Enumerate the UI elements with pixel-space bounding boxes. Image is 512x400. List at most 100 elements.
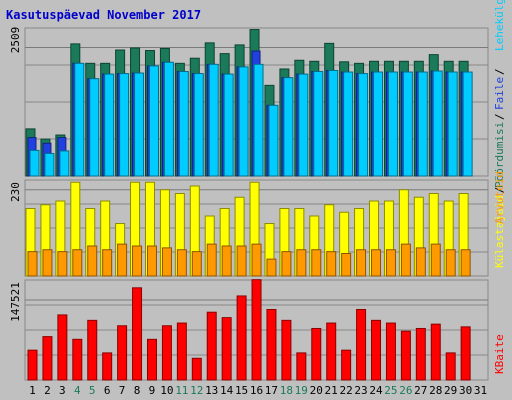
- bar: [57, 251, 68, 277]
- bar: [236, 245, 247, 277]
- bar: [104, 73, 115, 177]
- bar: [341, 253, 352, 277]
- bar: [296, 352, 307, 381]
- bar: [221, 317, 232, 381]
- bar: [178, 71, 189, 177]
- legend-separator: /: [493, 68, 506, 75]
- bar: [328, 70, 339, 177]
- bar: [387, 71, 398, 177]
- bar: [445, 249, 456, 277]
- bar: [311, 249, 322, 277]
- bar: [146, 338, 157, 381]
- bar: [266, 309, 277, 381]
- x-tick-label: 16: [250, 384, 263, 397]
- bar: [163, 61, 174, 177]
- x-tick-label: 25: [384, 384, 397, 397]
- bar: [27, 251, 38, 277]
- bar: [253, 63, 264, 177]
- bar: [373, 71, 384, 177]
- bar: [311, 327, 322, 381]
- bar: [385, 322, 396, 381]
- x-tick-label: 21: [325, 384, 338, 397]
- legend-label: KBaite: [493, 334, 506, 374]
- x-tick-label: 23: [354, 384, 367, 397]
- x-tick-label: 18: [280, 384, 293, 397]
- bar: [87, 319, 98, 381]
- bar: [42, 249, 53, 277]
- bar: [432, 70, 443, 177]
- x-tick-label: 4: [74, 384, 81, 397]
- bottom-panel: 147521 KBaite: [9, 279, 506, 381]
- bar: [146, 245, 157, 277]
- top-panel: 2509 Pöördumisi / Faile / Lehekülgi: [9, 0, 506, 188]
- bar: [193, 73, 204, 177]
- bar: [132, 287, 143, 381]
- x-tick-label: 31: [474, 384, 487, 397]
- series-arvuteid: [27, 243, 471, 277]
- x-tick-label: 20: [310, 384, 323, 397]
- x-tick-label: 27: [414, 384, 427, 397]
- bar: [400, 243, 411, 277]
- bar: [371, 319, 382, 381]
- bar: [268, 104, 279, 177]
- y-tick-label: 147521: [9, 282, 22, 322]
- bar: [296, 249, 307, 277]
- x-tick-label: 29: [444, 384, 457, 397]
- bar: [343, 71, 354, 177]
- legend-label: Pöördumisi: [493, 122, 506, 188]
- bar: [72, 249, 83, 277]
- x-axis-ticks: 1 2 3 4 5 6 7 8 9 10 11 12 13 14 15 16 17 18 19 20 21 22 23 24 2…: [29, 384, 487, 397]
- bar: [134, 72, 145, 177]
- bar: [281, 251, 292, 277]
- bar: [281, 319, 292, 381]
- x-tick-label: 19: [295, 384, 308, 397]
- series-lehekülgi: [29, 61, 473, 177]
- x-tick-label: 9: [149, 384, 156, 397]
- bar: [447, 71, 458, 177]
- bar: [191, 357, 202, 381]
- bar: [460, 326, 471, 381]
- bar: [117, 243, 128, 277]
- x-tick-label: 6: [104, 384, 111, 397]
- bar: [117, 325, 128, 381]
- bar: [460, 249, 471, 277]
- x-tick-label: 3: [59, 384, 66, 397]
- bar: [223, 73, 234, 177]
- x-tick-label: 30: [459, 384, 472, 397]
- x-tick-label: 17: [265, 384, 278, 397]
- bar: [176, 249, 187, 277]
- bar: [72, 338, 83, 381]
- bar: [161, 247, 172, 277]
- bar: [356, 249, 367, 277]
- bar: [42, 336, 53, 381]
- legend-label: Külastajaid: [493, 195, 506, 268]
- x-tick-label: 11: [175, 384, 188, 397]
- chart-title: Kasutuspäevad November 2017: [6, 8, 201, 22]
- bar: [371, 249, 382, 277]
- x-tick-label: 26: [399, 384, 412, 397]
- bar: [415, 327, 426, 381]
- bar: [400, 330, 411, 381]
- series-külastajaid: [25, 181, 469, 277]
- series-kbaite: [27, 279, 471, 381]
- bar: [102, 352, 113, 381]
- bar: [89, 78, 100, 177]
- bar: [221, 245, 232, 277]
- bar: [358, 73, 369, 177]
- x-tick-label: 28: [429, 384, 442, 397]
- x-tick-label: 2: [44, 384, 51, 397]
- bar: [148, 65, 159, 177]
- bar: [326, 251, 337, 277]
- bar: [341, 349, 352, 381]
- bar: [208, 63, 219, 177]
- bar: [57, 314, 68, 381]
- x-tick-label: 24: [369, 384, 383, 397]
- bar: [462, 71, 473, 177]
- x-tick-label: 5: [89, 384, 96, 397]
- bar: [206, 243, 217, 277]
- bar: [266, 258, 277, 277]
- bar: [119, 73, 130, 177]
- bar: [402, 71, 413, 177]
